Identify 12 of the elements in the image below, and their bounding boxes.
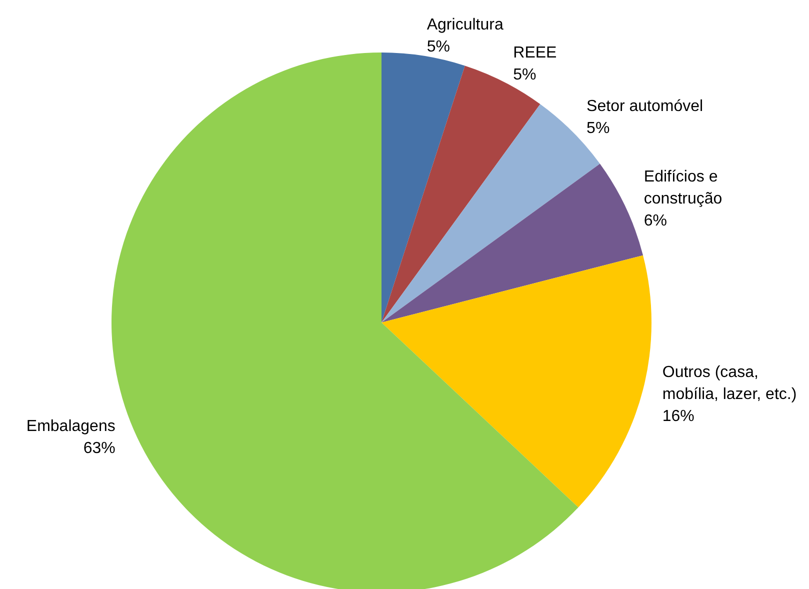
data-label: 5% xyxy=(426,38,450,56)
slice-label: Outros (casa, mobília, lazer, etc.) xyxy=(662,364,797,404)
slice-label: Setor automóvel xyxy=(586,98,704,115)
slice-label: Agricultura xyxy=(426,16,504,34)
data-label: 63% xyxy=(83,440,116,458)
data-label: 16% xyxy=(662,408,694,426)
slice-label: Embalagens xyxy=(26,418,116,436)
slice-label: REEE xyxy=(513,44,557,62)
data-label: 5% xyxy=(513,66,536,84)
data-label: 5% xyxy=(586,120,610,137)
slice-label: Edifícios e construção xyxy=(644,168,722,208)
data-label: 6% xyxy=(644,212,668,230)
